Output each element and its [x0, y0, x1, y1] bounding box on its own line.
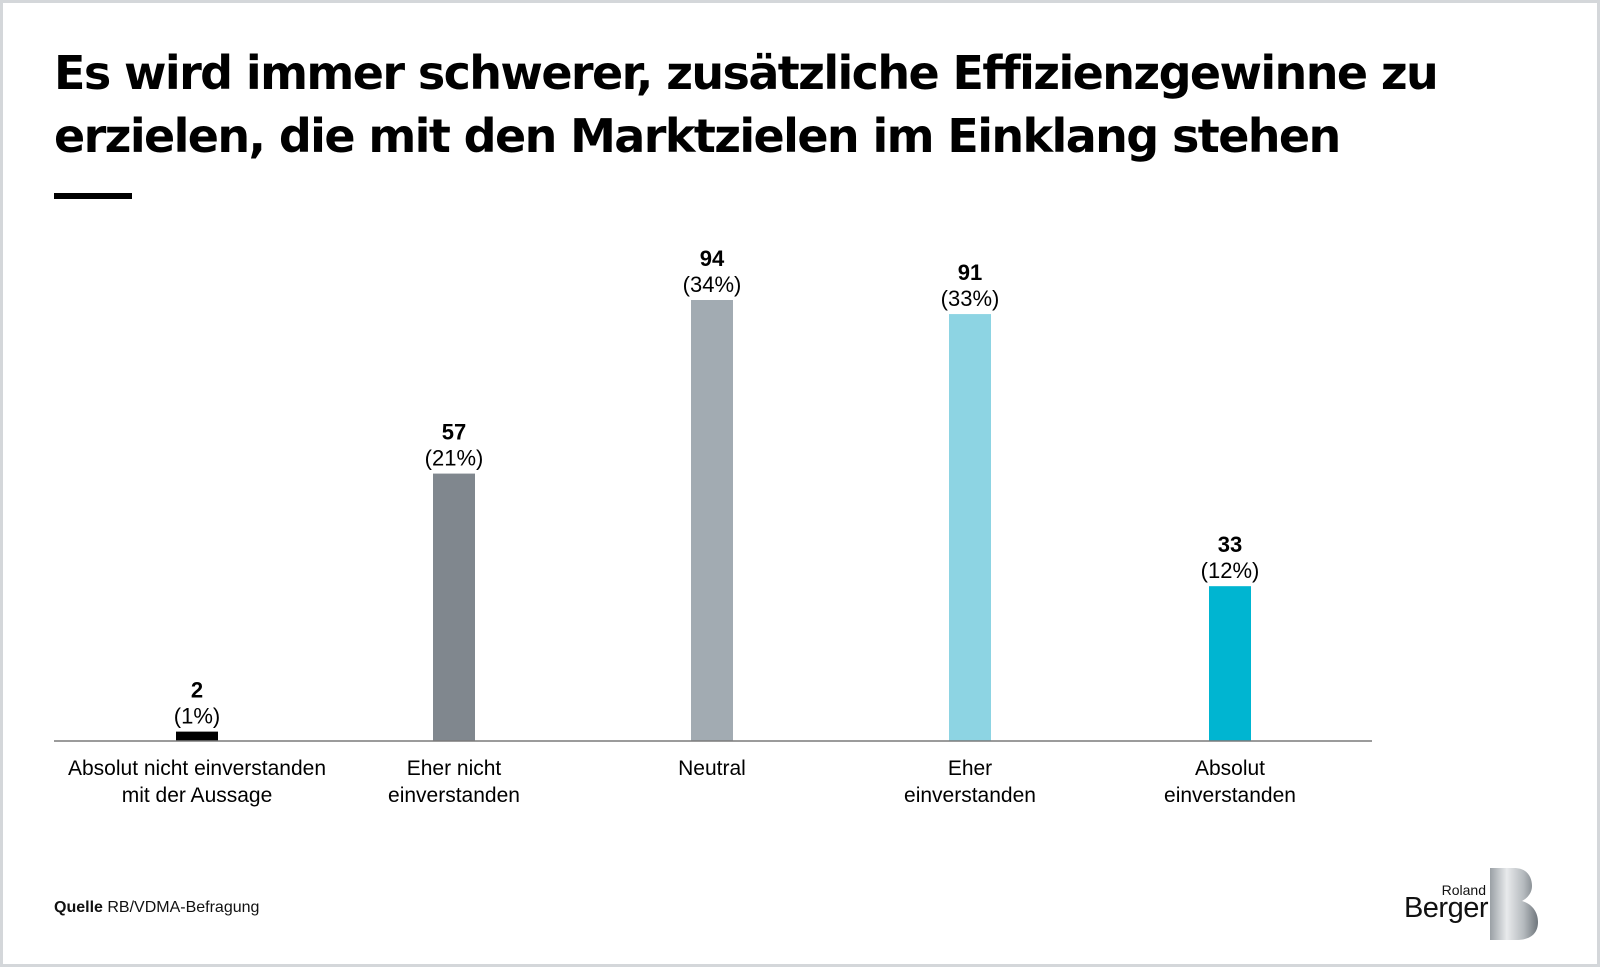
category-label-1-line-2: mit der Aussage [122, 784, 273, 807]
value-label-3: 94 [700, 246, 725, 271]
title-underline [54, 193, 132, 199]
category-label-2-line-2: einverstanden [388, 784, 520, 807]
category-label-3-line-1: Neutral [678, 757, 746, 780]
percent-label-4: (33%) [941, 286, 1000, 311]
bar-3 [691, 300, 733, 741]
source-text: RB/VDMA-Befragung [107, 899, 260, 916]
value-label-5: 33 [1218, 532, 1242, 557]
percent-label-5: (12%) [1201, 558, 1260, 583]
percent-label-3: (34%) [683, 272, 742, 297]
value-label-1: 2 [191, 678, 203, 703]
roland-berger-logo: Roland Berger [1396, 866, 1546, 942]
bar-5 [1209, 586, 1251, 741]
category-label-1-line-1: Absolut nicht einverstanden [68, 757, 326, 780]
bar-1 [176, 731, 218, 741]
category-label-5-line-2: einverstanden [1164, 784, 1296, 807]
percent-label-2: (21%) [425, 446, 484, 471]
source-label: Quelle [54, 899, 103, 916]
source-note: Quelle RB/VDMA-Befragung [54, 899, 259, 917]
category-label-5-line-1: Absolut [1195, 757, 1265, 780]
value-label-2: 57 [442, 420, 466, 445]
logo-roland-text: Roland [1441, 882, 1486, 898]
logo-b-icon [1490, 868, 1538, 940]
category-label-2-line-1: Eher nicht [407, 757, 502, 780]
bar-2 [433, 473, 475, 741]
logo-berger-text: Berger [1403, 892, 1489, 924]
value-label-4: 91 [958, 260, 982, 285]
percent-label-1: (1%) [174, 704, 220, 729]
bars-group [176, 300, 1251, 741]
bar-4 [949, 314, 991, 741]
category-label-4-line-1: Eher [948, 757, 992, 780]
chart-title: Es wird immer schwerer, zusätzliche Effi… [54, 46, 1439, 163]
labels-group: 2(1%) Absolut nicht einverstanden mit der … [68, 246, 1296, 807]
category-label-4-line-2: einverstanden [904, 784, 1036, 807]
